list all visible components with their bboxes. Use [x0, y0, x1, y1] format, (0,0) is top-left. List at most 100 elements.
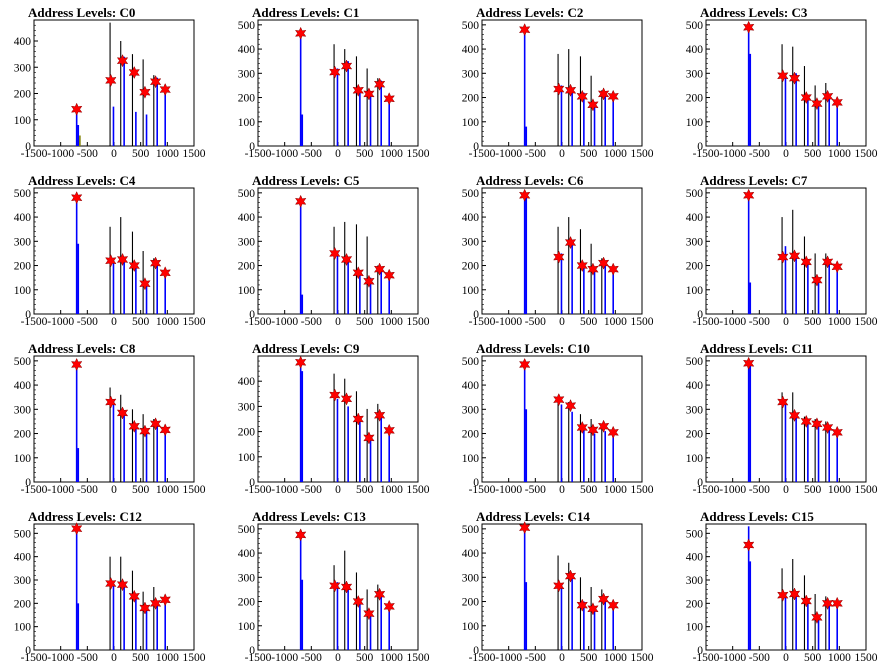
x-tick-label: -500 [525, 148, 546, 160]
x-tick-label: 1000 [156, 316, 179, 328]
chart-panel-c3: Address Levels: C3 0 100 200 300 400 500 -1500-… [672, 0, 896, 168]
peak-marker [821, 89, 834, 103]
peak-marker [742, 20, 755, 34]
peak-marker [607, 425, 619, 439]
chart-title: Address Levels: C1 [252, 5, 359, 20]
peak-marker [564, 569, 577, 583]
peak-marker [340, 392, 353, 406]
x-tick-label: -1500 [21, 652, 48, 664]
y-tick-label: 400 [238, 548, 256, 560]
peak-marker [363, 87, 375, 101]
x-tick-label: -500 [301, 148, 322, 160]
y-tick-label: 300 [462, 572, 480, 584]
chart-panel-c8: Address Levels: C8 0 100 200 300 400 500 -1500-… [0, 336, 224, 504]
peak-marker [788, 587, 801, 601]
peak-marker [587, 262, 599, 276]
peak-marker [363, 431, 375, 445]
x-tick-label: -500 [749, 652, 770, 664]
chart-title: Address Levels: C6 [476, 173, 584, 188]
x-tick-label: 1500 [407, 316, 430, 328]
peak-marker [363, 607, 375, 621]
x-tick-label: 1000 [156, 148, 179, 160]
x-tick-label: 500 [356, 316, 374, 328]
x-tick-label: 1000 [604, 652, 627, 664]
peak-marker [352, 412, 364, 426]
peak-marker [831, 425, 843, 439]
peak-marker [800, 90, 812, 105]
y-tick-label: 400 [238, 44, 256, 56]
y-tick-label: 0 [473, 309, 479, 321]
chart-svg: Address Levels: C9 0 100 200 300 400 -1500 -100… [238, 341, 430, 496]
peak-marker [128, 419, 140, 433]
x-tick-label: 500 [580, 148, 598, 160]
peak-marker [564, 235, 577, 250]
y-tick-label: 200 [14, 598, 32, 610]
y-tick-label: 300 [686, 236, 704, 248]
peak-marker [383, 423, 395, 437]
x-tick-label: 0 [335, 652, 341, 664]
y-tick-label: 100 [238, 285, 256, 297]
chart-svg: Address Levels: C30100200300400500-1500-… [686, 5, 878, 160]
x-tick-label: -1000 [47, 484, 74, 496]
chart-svg: Address Levels: C13 0 100 200 300 400 500 -1500… [238, 509, 430, 664]
x-tick-label: 0 [783, 652, 789, 664]
y-tick-label: 0 [697, 309, 703, 321]
y-tick-label: 500 [14, 528, 32, 540]
x-tick-label: 500 [804, 316, 822, 328]
x-tick-label: -1500 [21, 484, 48, 496]
chart-panel-c4: Address Levels: C4 0 100 200 300 400 500 -1500-… [0, 168, 224, 336]
peak-marker [116, 578, 129, 592]
x-tick-label: 0 [335, 316, 341, 328]
y-tick-label: 100 [462, 285, 480, 297]
x-tick-label: -1500 [469, 148, 496, 160]
chart-panel-c7: Address Levels: C7 0 100 200 300 400 500 -1500-… [672, 168, 896, 336]
y-tick-label: 400 [14, 380, 32, 392]
chart-svg: Address Levels: C40100200300400500-1500-… [14, 173, 206, 328]
chart-svg: Address Levels: C15 0 100 200 300 400 500 -1500… [686, 509, 878, 664]
y-tick-label: 0 [249, 141, 255, 153]
peak-marker [831, 260, 843, 274]
peak-marker [294, 528, 307, 542]
peak-marker [811, 96, 823, 111]
x-tick-label: 1000 [604, 148, 627, 160]
peak-marker [742, 356, 755, 370]
chart-svg: Address Levels: C60100200300400500-1500-… [462, 173, 654, 328]
x-tick-label: -1500 [245, 148, 272, 160]
chart-panel-c0: Address Levels: C0 0 100 200 300 400 -1500 -100… [0, 0, 224, 168]
x-tick-label: 1500 [855, 148, 878, 160]
y-tick-label: 300 [238, 68, 256, 80]
x-tick-label: 0 [335, 148, 341, 160]
peak-marker [607, 262, 619, 276]
chart-panel-c14: Address Levels: C14 0 100 200 300 400 500 -1500… [448, 504, 672, 672]
chart-title: Address Levels: C5 [252, 173, 360, 188]
x-tick-label: -1500 [245, 484, 272, 496]
peak-marker [70, 522, 83, 536]
x-tick-label: -1000 [47, 316, 74, 328]
y-tick-label: 500 [462, 188, 480, 200]
x-tick-label: 1500 [631, 484, 654, 496]
y-tick-label: 100 [686, 622, 704, 634]
x-tick-label: 1500 [407, 484, 430, 496]
peak-marker [149, 75, 162, 89]
peak-marker [831, 95, 843, 109]
x-tick-label: -1000 [495, 148, 522, 160]
peak-marker [340, 252, 353, 267]
chart-panel-c15: Address Levels: C15 0 100 200 300 400 500 -1500… [672, 504, 896, 672]
y-tick-label: 500 [686, 528, 704, 540]
y-tick-label: 0 [473, 141, 479, 153]
peak-marker [329, 65, 341, 79]
y-tick-label: 300 [14, 236, 32, 248]
chart-panel-c6: Address Levels: C6 0 100 200 300 400 500 -1500-… [448, 168, 672, 336]
x-tick-label: -1000 [271, 652, 298, 664]
chart-panel-c10: Address Levels: C10 0 100 200 300 400 500 -1500… [448, 336, 672, 504]
x-tick-label: -1000 [719, 484, 746, 496]
y-tick-label: 100 [14, 453, 32, 465]
peak-marker [329, 388, 341, 402]
y-tick-label: 200 [686, 261, 704, 273]
y-tick-label: 0 [249, 477, 255, 489]
x-tick-label: 0 [111, 148, 117, 160]
y-tick-label: 400 [462, 212, 480, 224]
y-tick-label: 400 [14, 552, 32, 564]
peak-marker [116, 406, 129, 420]
